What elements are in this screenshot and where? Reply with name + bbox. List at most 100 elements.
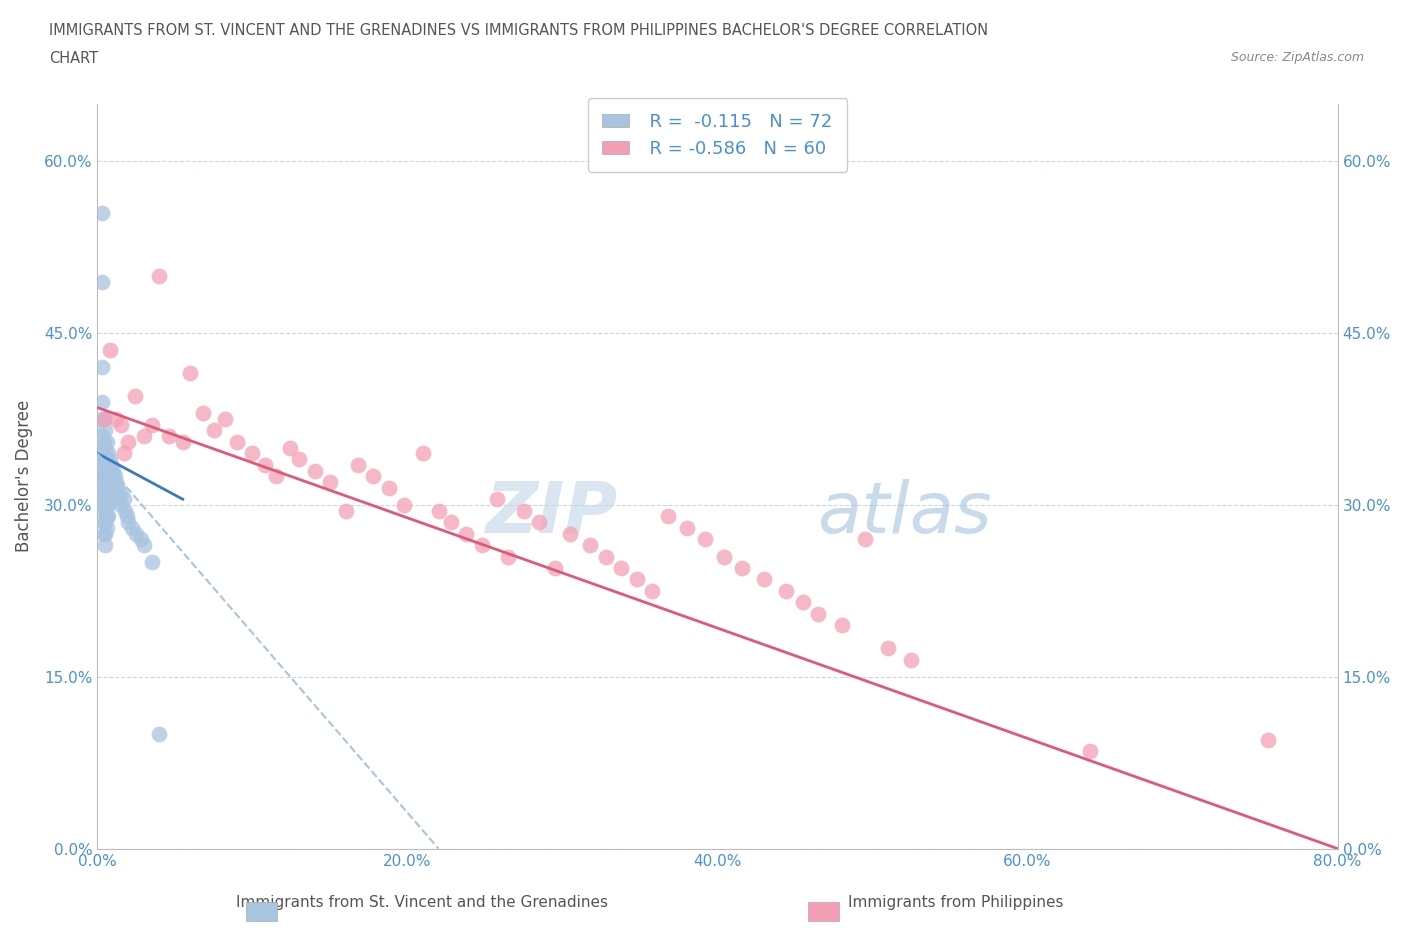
Point — [97, 446, 120, 461]
Point — [110, 418, 132, 432]
Point — [94, 440, 117, 455]
Text: IMMIGRANTS FROM ST. VINCENT AND THE GRENADINES VS IMMIGRANTS FROM PHILIPPINES BA: IMMIGRANTS FROM ST. VINCENT AND THE GREN… — [49, 23, 988, 38]
Point — [191, 405, 214, 420]
Point — [103, 480, 125, 495]
Point — [93, 452, 115, 467]
Point — [94, 492, 117, 507]
Point — [96, 434, 118, 449]
Point — [412, 446, 434, 461]
Legend:   R =  -0.115   N = 72,   R = -0.586   N = 60: R = -0.115 N = 72, R = -0.586 N = 60 — [588, 99, 848, 172]
Point — [98, 463, 121, 478]
Point — [264, 469, 287, 484]
Point — [132, 538, 155, 552]
Point — [93, 412, 115, 427]
Point — [94, 469, 117, 484]
Point — [486, 492, 509, 507]
Point — [752, 572, 775, 587]
Point — [96, 509, 118, 524]
Text: Immigrants from Philippines: Immigrants from Philippines — [848, 895, 1064, 910]
Point — [112, 492, 135, 507]
Point — [96, 452, 118, 467]
Point — [115, 509, 138, 524]
Point — [100, 469, 122, 484]
Point — [94, 503, 117, 518]
Point — [91, 469, 114, 484]
Point — [96, 486, 118, 501]
Point — [363, 469, 385, 484]
Point — [148, 269, 170, 284]
Point — [141, 555, 163, 570]
Point — [641, 583, 664, 598]
Point — [713, 549, 735, 564]
Point — [394, 498, 416, 512]
Point — [93, 474, 115, 489]
Point — [626, 572, 648, 587]
Point — [97, 474, 120, 489]
Point — [471, 538, 494, 552]
Point — [513, 503, 536, 518]
Point — [179, 365, 201, 380]
Point — [101, 474, 124, 489]
Point — [91, 429, 114, 444]
Text: Source: ZipAtlas.com: Source: ZipAtlas.com — [1230, 51, 1364, 64]
Point — [253, 458, 276, 472]
Point — [214, 412, 236, 427]
Point — [93, 498, 115, 512]
Point — [148, 726, 170, 741]
Point — [595, 549, 617, 564]
Point — [278, 440, 301, 455]
Point — [97, 486, 120, 501]
Point — [100, 480, 122, 495]
Point — [132, 429, 155, 444]
Point — [93, 412, 115, 427]
Point — [877, 641, 900, 656]
Point — [125, 526, 148, 541]
Point — [775, 583, 797, 598]
Point — [900, 652, 922, 667]
Point — [93, 503, 115, 518]
Point — [97, 509, 120, 524]
Point — [107, 492, 129, 507]
Point — [378, 480, 401, 495]
Point — [657, 509, 679, 524]
Point — [98, 486, 121, 501]
Point — [226, 434, 249, 449]
Point — [98, 474, 121, 489]
Point — [98, 343, 121, 358]
Point — [853, 532, 876, 547]
Text: CHART: CHART — [49, 51, 98, 66]
Point — [96, 474, 118, 489]
Point — [675, 521, 697, 536]
Point — [579, 538, 602, 552]
Point — [91, 206, 114, 220]
Point — [560, 526, 582, 541]
Point — [157, 429, 180, 444]
Point — [93, 526, 115, 541]
Point — [103, 469, 125, 484]
Text: atlas: atlas — [817, 479, 991, 548]
Point — [98, 452, 121, 467]
Point — [456, 526, 478, 541]
Point — [93, 486, 115, 501]
Point — [831, 618, 853, 632]
Point — [731, 561, 754, 576]
Point — [202, 423, 225, 438]
Point — [97, 498, 120, 512]
Point — [117, 434, 139, 449]
Point — [121, 521, 143, 536]
Point — [91, 394, 114, 409]
Point — [94, 480, 117, 495]
Point — [114, 503, 136, 518]
Point — [91, 458, 114, 472]
Point — [1078, 744, 1101, 759]
Point — [792, 595, 814, 610]
Text: Immigrants from St. Vincent and the Grenadines: Immigrants from St. Vincent and the Gren… — [236, 895, 607, 910]
Point — [117, 514, 139, 529]
Point — [94, 452, 117, 467]
Point — [93, 434, 115, 449]
Point — [347, 458, 370, 472]
Point — [91, 446, 114, 461]
Point — [93, 514, 115, 529]
Point — [91, 412, 114, 427]
Point — [110, 486, 132, 501]
